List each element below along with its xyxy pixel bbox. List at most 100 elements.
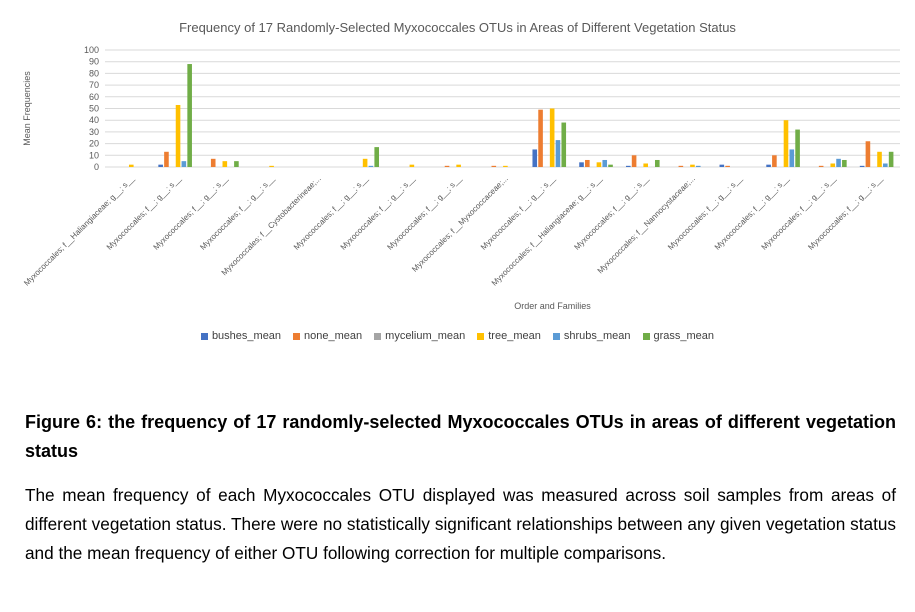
chart: Frequency of 17 Randomly-Selected Myxoco… (0, 20, 915, 342)
x-tick-label: Myxococcales; f__Cystobacterineae;... (220, 174, 323, 277)
y-tick-label: 20 (89, 139, 99, 149)
legend-item: bushes_mean (200, 330, 282, 342)
bar-tree_mean (175, 104, 181, 167)
y-tick-label: 80 (89, 68, 99, 78)
legend-item: tree_mean (477, 330, 541, 342)
legend-label: mycelium_mean (385, 330, 466, 342)
bar-shrubs_mean (695, 165, 701, 167)
y-tick-label: 60 (89, 92, 99, 102)
legend-label: shrubs_mean (563, 330, 631, 342)
x-tick-label: Myxococcales; f__; g__; s__ (152, 174, 230, 252)
bar-tree_mean (222, 161, 228, 167)
y-tick-label: 40 (89, 115, 99, 125)
bar-none_mean (164, 151, 169, 167)
bar-none_mean (865, 141, 871, 167)
y-axis-label: Mean Frequencies (22, 71, 32, 146)
bar-shrubs_mean (368, 165, 374, 167)
x-axis-label: Order and Families (514, 301, 591, 311)
chart-legend: bushes_mean none_mean mycelium_mean tree_me… (0, 330, 915, 342)
bar-shrubs_mean (883, 163, 888, 167)
bar-shrubs_mean (602, 159, 608, 167)
figure-caption-body: The mean frequency of each Myxococcales … (25, 485, 896, 563)
bar-grass_mean (187, 64, 192, 167)
bar-grass_mean (888, 151, 894, 167)
x-tick-label: Myxococcales; f__; g__; s__ (713, 174, 791, 252)
bar-none_mean (491, 165, 497, 167)
bar-tree_mean (596, 162, 602, 167)
legend-swatch (477, 332, 485, 340)
x-tick-label: Myxococcales; f__; g__; s__ (339, 174, 417, 252)
bar-none_mean (631, 155, 637, 167)
bar-grass_mean (234, 161, 239, 167)
legend-label: tree_mean (488, 330, 541, 342)
bar-tree_mean (503, 165, 508, 167)
x-tick-label: Myxococcales; f__; g__; s__ (806, 174, 884, 252)
figure-caption-title: Figure 6: the frequency of 17 randomly-s… (25, 412, 896, 461)
bar-tree_mean (783, 120, 789, 167)
bar-bushes_mean (532, 149, 538, 167)
bar-none_mean (210, 158, 216, 167)
x-tick-label: Myxococcales; f__Myxococcaceae;... (410, 174, 510, 274)
bar-tree_mean (643, 163, 648, 167)
x-tick-label: Myxococcales; f__; g__; s__ (198, 174, 276, 252)
legend-label: none_mean (304, 330, 363, 342)
y-tick-label: 0 (94, 162, 99, 172)
bar-none_mean (585, 159, 590, 167)
bar-none_mean (725, 165, 730, 167)
bar-shrubs_mean (181, 161, 187, 167)
bar-grass_mean (374, 147, 380, 167)
bar-shrubs_mean (555, 140, 561, 167)
legend-swatch (374, 332, 382, 340)
bar-bushes_mean (719, 164, 725, 167)
y-tick-label: 100 (84, 45, 99, 55)
bar-shrubs_mean (789, 149, 795, 167)
bar-tree_mean (690, 164, 695, 167)
legend-swatch (552, 332, 560, 340)
y-tick-label: 70 (89, 80, 99, 90)
bar-tree_mean (456, 164, 461, 167)
bar-grass_mean (795, 129, 800, 167)
bar-bushes_mean (579, 162, 584, 167)
bar-tree_mean (362, 158, 368, 167)
bar-tree_mean (128, 164, 134, 167)
x-tick-label: Myxococcales; f__; g__; s__ (292, 174, 370, 252)
y-tick-label: 30 (89, 127, 99, 137)
bar-grass_mean (608, 164, 613, 167)
x-tick-label: Myxococcales; f__; g__; s__ (760, 174, 838, 252)
legend-item: grass_mean (642, 330, 715, 342)
legend-item: mycelium_mean (374, 330, 465, 342)
y-tick-label: 10 (89, 150, 99, 160)
bar-bushes_mean (859, 165, 865, 167)
bar-none_mean (444, 165, 450, 167)
bar-tree_mean (409, 164, 415, 167)
y-tick-label: 90 (89, 57, 99, 67)
bar-tree_mean (549, 108, 555, 167)
bar-tree_mean (830, 163, 836, 167)
bar-tree_mean (877, 151, 882, 167)
y-tick-label: 50 (89, 104, 99, 114)
bar-grass_mean (561, 122, 567, 167)
bar-shrubs_mean (836, 158, 841, 167)
legend-item: shrubs_mean (552, 330, 631, 342)
bar-none_mean (538, 109, 543, 167)
x-tick-label: Myxococcales; f__Nannocystaceae;... (596, 174, 697, 275)
bar-grass_mean (654, 159, 660, 167)
legend-item: none_mean (293, 330, 362, 342)
x-tick-label: Myxococcales; f__; g__; s__ (105, 174, 183, 252)
legend-swatch (293, 332, 301, 340)
x-tick-label: Myxococcales; f__; g__; s__ (666, 174, 744, 252)
legend-label: grass_mean (653, 330, 715, 342)
bar-none_mean (818, 165, 824, 167)
chart-title: Frequency of 17 Randomly-Selected Myxoco… (179, 20, 736, 35)
x-tick-label: Myxococcales; f__; g__; s__ (572, 174, 650, 252)
x-tick-label: Myxococcales; f__; g__; s__ (385, 174, 463, 252)
bar-bushes_mean (766, 164, 771, 167)
bar-grass_mean (842, 159, 847, 167)
bar-none_mean (772, 155, 777, 167)
legend-label: bushes_mean (211, 330, 282, 342)
legend-swatch (642, 332, 650, 340)
bar-bushes_mean (625, 165, 631, 167)
bar-tree_mean (269, 165, 274, 167)
x-tick-label: Myxococcales; f__; g__; s__ (479, 174, 557, 252)
